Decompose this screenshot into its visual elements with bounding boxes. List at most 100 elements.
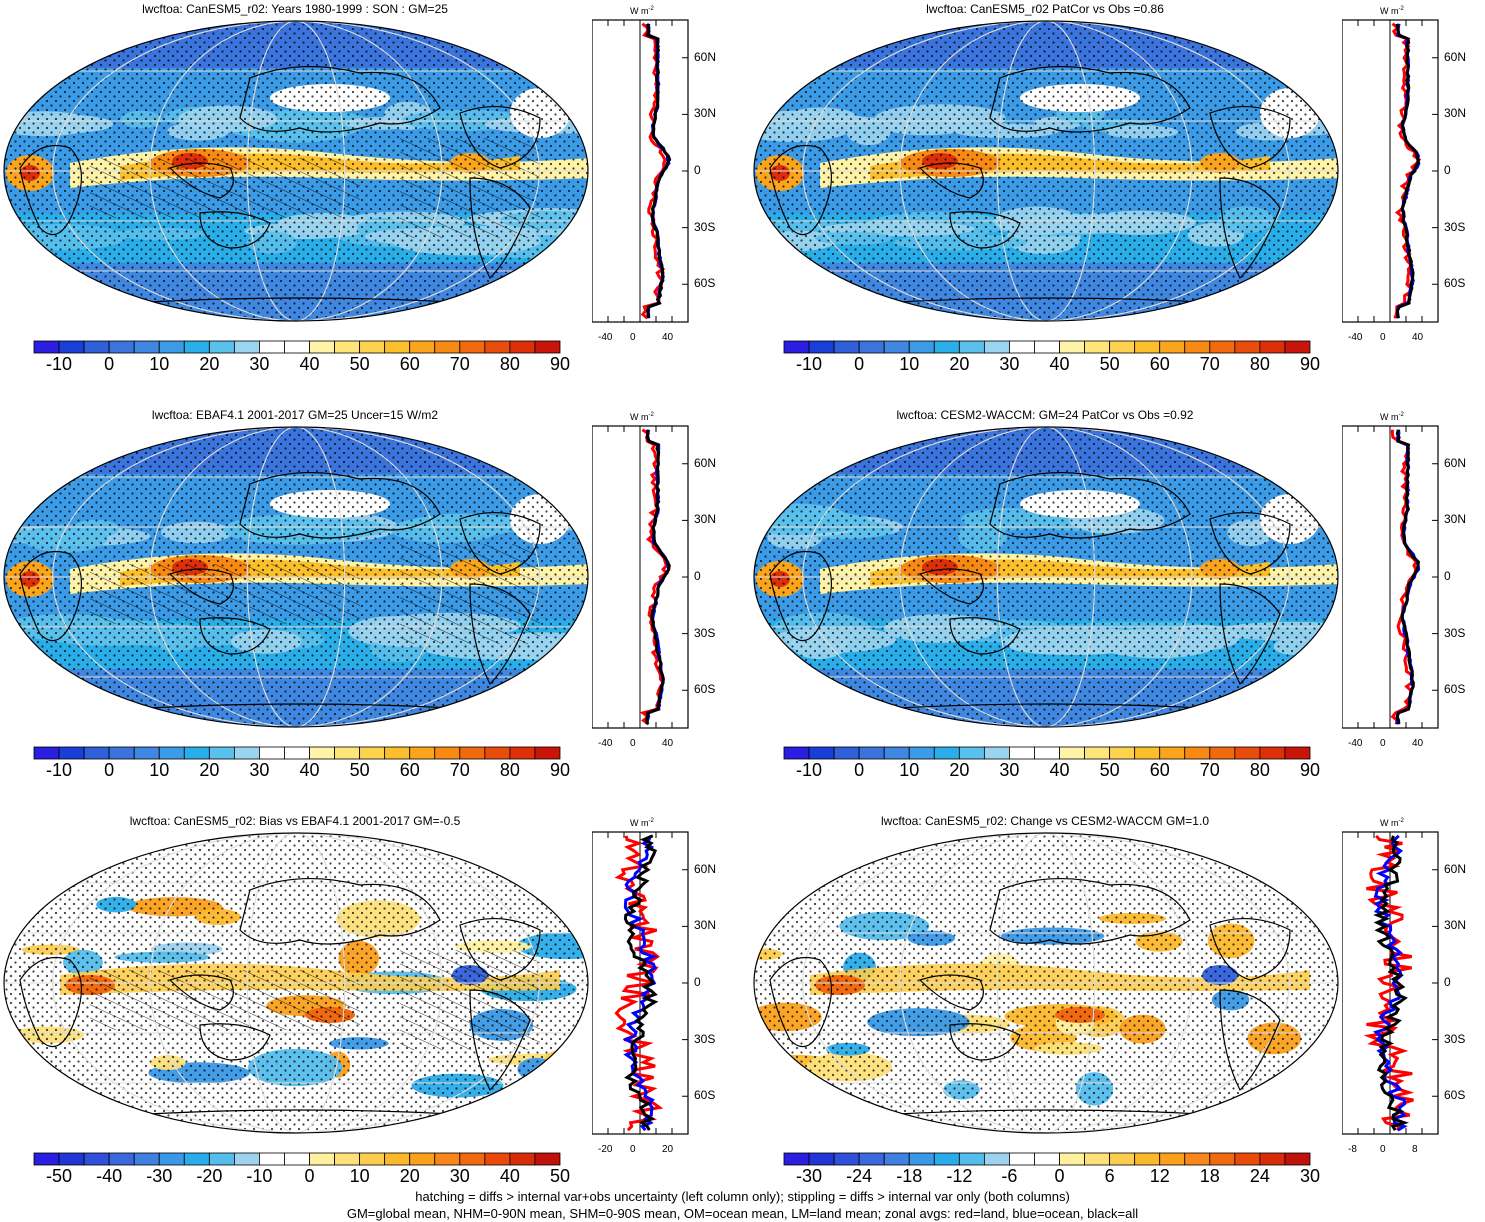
zonal-line-land: [639, 428, 670, 726]
colorbar-tick-label: -10: [246, 1166, 273, 1186]
colorbar-swatch: [1159, 746, 1186, 760]
colorbar-tick-label: 70: [1199, 354, 1220, 374]
zonal-line-all: [645, 23, 672, 319]
colorbar-tick-label: 90: [549, 354, 571, 374]
colorbar-tick-label: -24: [846, 1166, 873, 1186]
colorbar-swatch: [108, 1152, 135, 1166]
map-plot: [0, 18, 592, 324]
map-plot: [0, 424, 592, 730]
colorbar-tick-label: 30: [999, 760, 1020, 780]
zonal-unit-label: W m-2: [1380, 818, 1404, 828]
colorbar-swatch: [334, 746, 361, 760]
colorbar-swatch: [1184, 1152, 1211, 1166]
zonal-unit-label: W m-2: [630, 412, 654, 422]
zonal-profile: W m-2 60N 30N 0 30S 60S -8 0 8: [1342, 818, 1485, 1168]
zonal-lat-label: 30N: [1444, 918, 1467, 933]
colorbar-swatch: [858, 746, 885, 760]
zonal-profile: W m-2 60N 30N 0 30S 60S -40 0 40: [592, 412, 735, 762]
zonal-lat-label: 60S: [694, 276, 716, 291]
colorbar-tick-label: 50: [349, 760, 370, 780]
map-plot: [750, 18, 1342, 324]
colorbar-swatch: [259, 340, 285, 354]
colorbar-swatch: [409, 746, 436, 760]
zonal-x-label: -40: [1348, 332, 1363, 343]
map-svg: [753, 832, 1339, 1134]
colorbar-swatch: [58, 746, 85, 760]
colorbar-swatch: [334, 340, 361, 354]
colorbar-swatch: [858, 340, 885, 354]
colorbar-tick-label: -10: [46, 354, 73, 374]
colorbar-tick-label: 80: [499, 354, 520, 374]
colorbar-tick-label: 90: [1299, 354, 1321, 374]
zonal-x-label: 40: [1412, 738, 1424, 749]
zonal-lat-label: 60N: [694, 861, 717, 876]
colorbar-swatch: [208, 1152, 235, 1166]
colorbar-swatch: [108, 746, 135, 760]
colorbar: -50 -40 -30 -20 -10 0 10 20 30 40 50: [33, 1152, 570, 1192]
colorbar-tick-label: 70: [1199, 760, 1220, 780]
map-svg: [753, 20, 1339, 322]
zonal-lat-label: 60N: [694, 455, 717, 470]
zonal-lat-label: 30N: [1444, 106, 1467, 121]
zonal-profile: W m-2 60N 30N 0 30S 60S -40 0 40: [1342, 6, 1485, 356]
zonal-x-label: -40: [1348, 738, 1363, 749]
colorbar-swatch: [808, 1152, 835, 1166]
unit-m: m: [641, 412, 649, 422]
colorbar-tick-label: 20: [199, 354, 220, 374]
colorbar-swatch: [933, 746, 960, 760]
colorbar-tick-label: 30: [249, 760, 270, 780]
colorbar-tick-label: 40: [1049, 760, 1070, 780]
colorbar-swatch: [534, 1152, 561, 1166]
map-svg: [3, 832, 589, 1134]
colorbar-tick-label: 50: [349, 354, 370, 374]
colorbar-swatch: [108, 340, 135, 354]
unit-m: m: [1391, 6, 1399, 16]
colorbar-swatch: [1084, 1152, 1111, 1166]
panel-title: lwcftoa: CanESM5_r02 PatCor vs Obs =0.86: [926, 2, 1164, 16]
zonal-lat-label: 0: [1444, 569, 1451, 583]
zonal-x-label: 8: [1412, 1144, 1418, 1155]
colorbar: -10 0 10 20 30 40 50 60 70 80 90: [783, 746, 1320, 786]
colorbar-swatch: [1059, 340, 1085, 354]
map-plot: [750, 424, 1342, 730]
zonal-x-label: 20: [662, 1144, 674, 1155]
zonal-lat-label: 30N: [694, 918, 717, 933]
colorbar-swatch: [459, 1152, 486, 1166]
colorbar-swatch: [384, 340, 411, 354]
colorbar-swatch: [434, 340, 461, 354]
colorbar-swatch: [284, 1152, 310, 1166]
zonal-lat-label: 30S: [1444, 625, 1466, 640]
colorbar-tick-label: -20: [196, 1166, 223, 1186]
colorbar-tick-label: 10: [349, 1166, 370, 1186]
colorbar-swatch: [983, 1152, 1010, 1166]
colorbar-swatch: [158, 1152, 185, 1166]
colorbar-tick-label: 90: [1299, 760, 1321, 780]
zonal-lat-label: 30S: [694, 1031, 716, 1046]
colorbar-swatch: [1259, 746, 1286, 760]
panel-p1: lwcftoa: CanESM5_r02: Years 1980-1999 : …: [0, 0, 735, 400]
colorbar-swatch: [1034, 746, 1060, 760]
colorbar-swatch: [1234, 746, 1261, 760]
zonal-lat-label: 60N: [1444, 861, 1467, 876]
zonal-lat-label: 60N: [1444, 455, 1467, 470]
zonal-lat-label: 30N: [694, 512, 717, 527]
colorbar-swatch: [983, 340, 1010, 354]
colorbar-swatch: [208, 746, 235, 760]
colorbar-swatch: [33, 746, 60, 760]
zonal-unit-label: W m-2: [630, 6, 654, 16]
colorbar-swatch: [133, 340, 160, 354]
colorbar-tick-label: -10: [796, 760, 823, 780]
colorbar-swatch: [409, 340, 436, 354]
colorbar-tick-label: 40: [299, 354, 320, 374]
footer-line-1: hatching = diffs > internal var+obs unce…: [415, 1189, 1070, 1204]
colorbar-swatch: [783, 746, 810, 760]
colorbar-tick-label: 70: [449, 760, 470, 780]
colorbar-swatch: [484, 1152, 511, 1166]
colorbar-tick-label: 0: [104, 760, 115, 780]
colorbar-tick-label: -10: [46, 760, 73, 780]
colorbar-tick-label: 10: [149, 760, 170, 780]
colorbar-swatch: [983, 746, 1010, 760]
panel-title: lwcftoa: CanESM5_r02: Years 1980-1999 : …: [142, 2, 448, 16]
colorbar-swatch: [83, 340, 110, 354]
colorbar-swatch: [1009, 1152, 1035, 1166]
